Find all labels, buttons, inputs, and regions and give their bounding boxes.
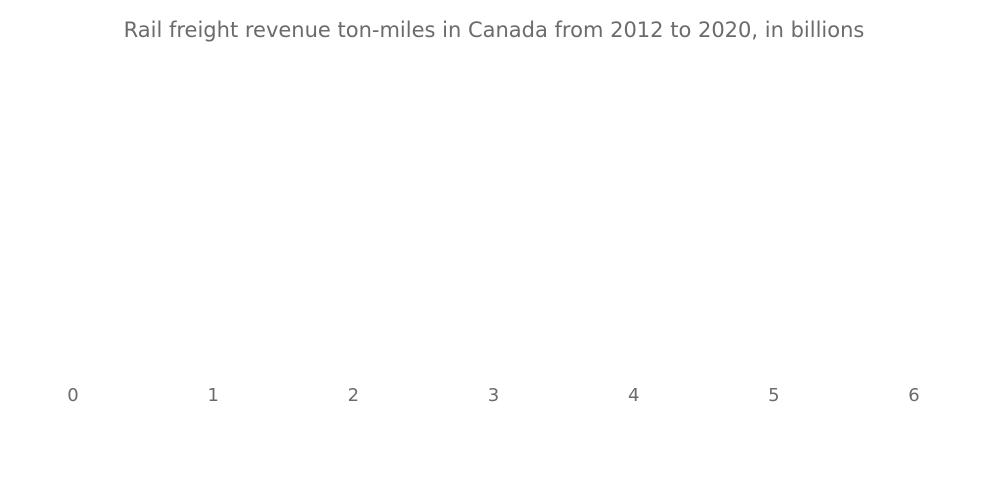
x-tick-label: 5 bbox=[768, 385, 779, 406]
x-tick-label: 1 bbox=[207, 385, 218, 406]
x-tick-label: 3 bbox=[488, 385, 499, 406]
x-tick-label: 6 bbox=[908, 385, 919, 406]
x-tick-label: 4 bbox=[628, 385, 639, 406]
x-tick-label: 2 bbox=[348, 385, 359, 406]
x-tick-label: 0 bbox=[67, 385, 78, 406]
chart-title: Rail freight revenue ton-miles in Canada… bbox=[124, 18, 865, 42]
